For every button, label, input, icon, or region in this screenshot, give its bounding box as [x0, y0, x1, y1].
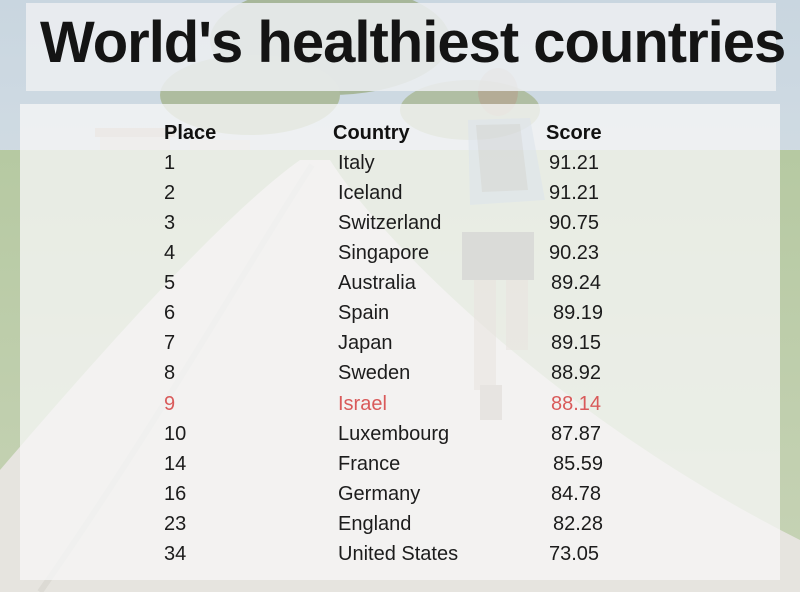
place-cell: 10	[164, 423, 187, 445]
table-panel	[20, 104, 780, 580]
score-cell: 87.87	[551, 423, 602, 445]
country-cell: United States	[338, 543, 459, 565]
country-cell: Israel	[338, 393, 387, 415]
country-cell: Germany	[338, 483, 421, 505]
country-cell: Switzerland	[338, 212, 442, 234]
place-cell: 2	[164, 182, 176, 204]
place-cell: 5	[164, 272, 176, 294]
score-cell: 90.75	[549, 212, 600, 234]
header-country: Country	[333, 122, 410, 144]
place-cell: 34	[164, 543, 187, 565]
title-banner	[26, 3, 776, 91]
country-cell: France	[338, 453, 401, 475]
country-cell: England	[338, 513, 412, 535]
country-cell: Sweden	[338, 362, 411, 384]
score-cell: 89.24	[551, 272, 602, 294]
header-place: Place	[164, 122, 217, 144]
country-cell: Italy	[338, 152, 375, 174]
place-cell: 16	[164, 483, 187, 505]
country-cell: Singapore	[338, 242, 430, 264]
score-cell: 89.19	[553, 302, 604, 324]
score-cell: 73.05	[549, 543, 600, 565]
country-cell: Australia	[338, 272, 416, 294]
country-cell: Japan	[338, 332, 393, 354]
score-cell: 88.92	[551, 362, 602, 384]
score-cell: 90.23	[549, 242, 600, 264]
score-cell: 88.14	[551, 393, 602, 415]
place-cell: 4	[164, 242, 176, 264]
place-cell: 8	[164, 362, 176, 384]
country-cell: Luxembourg	[338, 423, 450, 445]
header-score: Score	[546, 122, 602, 144]
score-cell: 82.28	[553, 513, 604, 535]
score-cell: 84.78	[551, 483, 602, 505]
place-cell: 3	[164, 212, 176, 234]
place-cell: 6	[164, 302, 176, 324]
place-cell: 14	[164, 453, 187, 475]
page-title: World's healthiest countries	[40, 10, 786, 75]
score-cell: 85.59	[553, 453, 604, 475]
score-cell: 91.21	[549, 152, 600, 174]
place-cell: 7	[164, 332, 176, 354]
country-cell: Spain	[338, 302, 390, 324]
score-cell: 91.21	[549, 182, 600, 204]
place-cell: 23	[164, 513, 187, 535]
place-cell: 9	[164, 393, 176, 415]
place-cell: 1	[164, 152, 176, 174]
score-cell: 89.15	[551, 332, 602, 354]
country-cell: Iceland	[338, 182, 403, 204]
